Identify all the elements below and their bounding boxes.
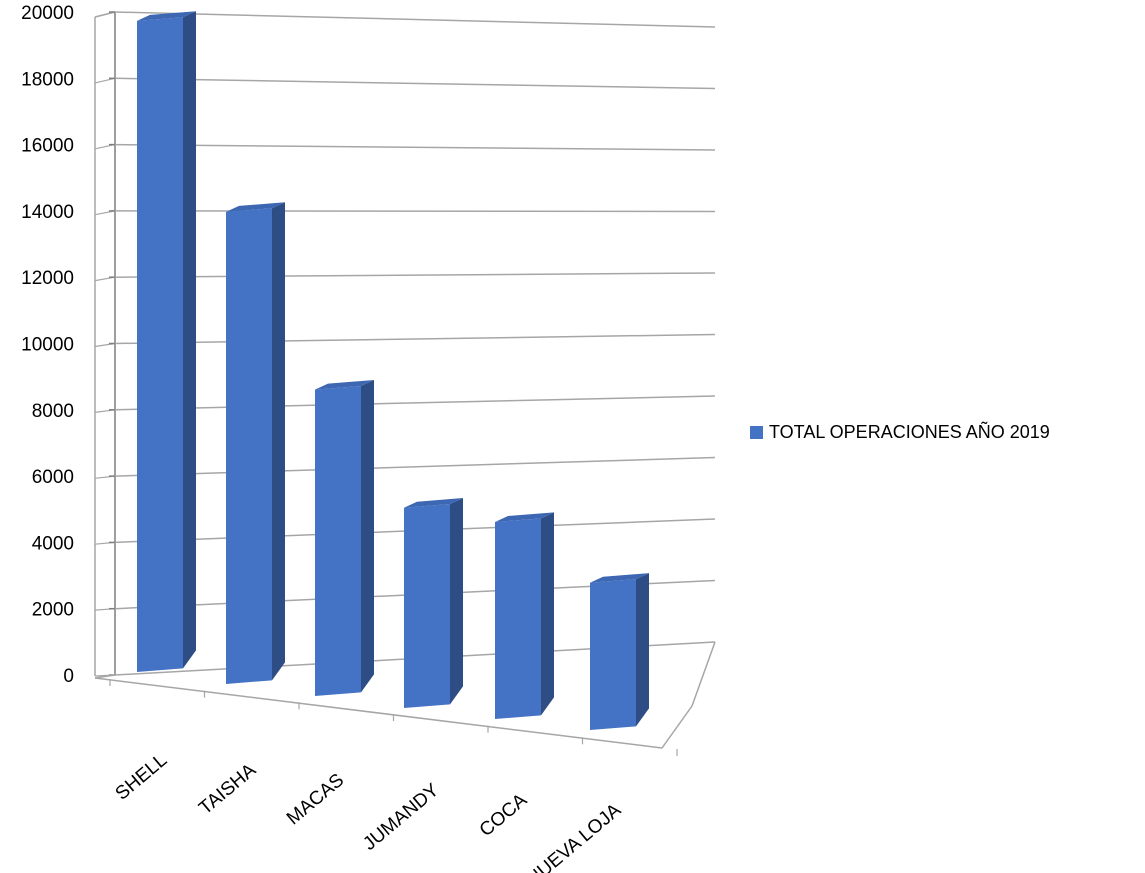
gridline bbox=[114, 456, 716, 477]
bar-side bbox=[636, 573, 649, 727]
floor-left-edge bbox=[94, 674, 116, 679]
legend-swatch bbox=[750, 426, 763, 439]
bar-side bbox=[272, 202, 285, 681]
bar bbox=[404, 498, 463, 708]
bar bbox=[495, 512, 554, 719]
y-tick-label: 18000 bbox=[21, 69, 74, 90]
y-tick-label: 14000 bbox=[21, 202, 74, 223]
bar-side bbox=[361, 379, 374, 693]
bar-side bbox=[541, 512, 554, 716]
gridline bbox=[114, 333, 716, 345]
x-tick-label: MACAS bbox=[283, 770, 348, 830]
bar-front bbox=[404, 504, 450, 708]
bar-top bbox=[495, 512, 554, 523]
legend-label: TOTAL OPERACIONES AÑO 2019 bbox=[769, 422, 1050, 442]
gridline bbox=[114, 143, 716, 151]
y-tick-label: 2000 bbox=[32, 600, 74, 621]
bar bbox=[315, 379, 374, 696]
gridline-side bbox=[94, 77, 116, 84]
bar-front bbox=[137, 17, 183, 672]
bar-front bbox=[590, 579, 636, 730]
bar-top bbox=[315, 379, 374, 390]
x-tick-label: SHELL bbox=[112, 750, 172, 805]
y-tick-labels: 0 2000 4000 6000 8000 10000 12000 14000 16000 180… bbox=[21, 3, 74, 687]
gridline bbox=[114, 395, 716, 411]
y-tick-label: 16000 bbox=[21, 136, 74, 157]
gridline bbox=[114, 272, 716, 278]
y-axis bbox=[109, 11, 115, 676]
x-axis-line bbox=[94, 677, 663, 749]
y-tick-label: 6000 bbox=[32, 467, 74, 488]
y-tick-label: 10000 bbox=[21, 335, 74, 356]
floor-right-edge bbox=[661, 705, 693, 749]
gridline bbox=[114, 11, 716, 28]
bar bbox=[137, 11, 196, 672]
y-tick-label: 12000 bbox=[21, 268, 74, 289]
x-tick-label: JUMANDY bbox=[359, 780, 443, 855]
bar-side bbox=[183, 11, 196, 669]
bar bbox=[226, 202, 285, 684]
bar-front bbox=[226, 208, 272, 684]
x-tick-label: TAISHA bbox=[195, 760, 260, 820]
bar-top bbox=[404, 498, 463, 508]
y-tick-label: 8000 bbox=[32, 401, 74, 422]
gridline bbox=[114, 210, 716, 213]
gridline-side bbox=[94, 11, 116, 18]
wall-right-edge bbox=[691, 641, 716, 707]
legend: TOTAL OPERACIONES AÑO 2019 bbox=[750, 422, 1050, 443]
bar bbox=[590, 573, 649, 730]
bar-top bbox=[590, 573, 649, 583]
y-tick-label: 0 bbox=[63, 666, 74, 687]
y-tick-label: 20000 bbox=[21, 3, 74, 24]
x-axis bbox=[94, 641, 716, 756]
bar-front bbox=[495, 518, 541, 719]
bars bbox=[137, 11, 649, 730]
bar-top bbox=[137, 11, 196, 21]
bar-front bbox=[315, 385, 361, 696]
x-tick-label: NUEVA LOJA bbox=[523, 800, 625, 873]
bar-top bbox=[226, 202, 285, 212]
bar-side bbox=[450, 498, 463, 705]
x-tick-label: COCA bbox=[476, 790, 532, 842]
gridline bbox=[114, 77, 716, 90]
y-tick-label: 4000 bbox=[32, 533, 74, 554]
